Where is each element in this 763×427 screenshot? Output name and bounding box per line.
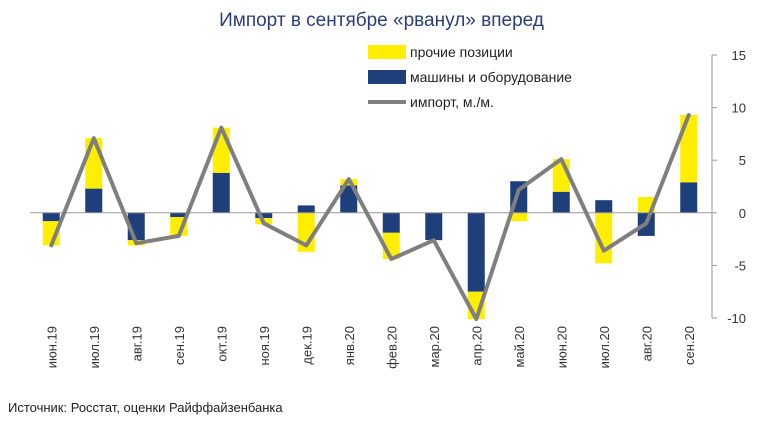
bar-machinery — [467, 212, 485, 292]
line-layer — [49, 113, 691, 322]
y-tick-label: -10 — [727, 311, 746, 326]
bar-machinery — [170, 212, 188, 218]
x-tick-label: янв.20 — [342, 326, 357, 365]
x-tick-label: сен.20 — [682, 326, 697, 365]
bar-machinery — [212, 172, 230, 213]
bar-other — [680, 114, 698, 183]
x-tick-label: фев.20 — [384, 326, 399, 369]
x-tick-label: апр.20 — [469, 326, 484, 366]
bar-machinery — [297, 205, 315, 213]
y-tick-label: -5 — [734, 258, 746, 273]
x-tick-label: мар.20 — [427, 326, 442, 367]
legend-swatch-machinery — [368, 70, 406, 84]
bar-machinery — [85, 188, 103, 213]
y-tick-label: 0 — [739, 206, 746, 221]
bar-other — [85, 138, 103, 189]
bar-other — [510, 212, 528, 222]
chart-title: Импорт в сентябре «рванул» вперед — [219, 10, 544, 31]
bar-machinery — [382, 212, 400, 233]
y-tick-label: 10 — [732, 101, 746, 116]
bar-other — [212, 127, 230, 173]
bar-other — [595, 212, 613, 264]
bar-machinery — [425, 212, 443, 241]
legend-label: машины и оборудование — [410, 69, 572, 85]
legend-swatch-other — [368, 45, 406, 59]
axes-layer: -10 -5 0 5 10 15 июн.19 июл.19 авг.19 сен.19 окт.1… — [30, 48, 746, 369]
bar-machinery — [255, 212, 273, 219]
source-note: Источник: Росстат, оценки Райффайзенбанк… — [8, 400, 283, 415]
bar-machinery — [595, 200, 613, 213]
x-tick-label: окт.19 — [214, 326, 229, 362]
x-tick-label: авг.19 — [129, 326, 144, 361]
x-tick-label: июл.19 — [87, 326, 102, 368]
legend-label: импорт, м./м. — [410, 94, 494, 110]
x-tick-label: май.20 — [512, 326, 527, 368]
bar-machinery — [42, 212, 60, 222]
x-tick-label: ноя.19 — [257, 326, 272, 366]
x-tick-label: июн.20 — [554, 326, 569, 368]
y-tick-label: 15 — [732, 48, 746, 63]
legend: прочие позиции машины и оборудование импор… — [368, 44, 572, 110]
x-tick-label: авг.20 — [639, 326, 654, 361]
bar-machinery — [680, 182, 698, 213]
import-line — [49, 113, 691, 322]
x-tick-label: сен.19 — [172, 326, 187, 365]
x-tick-label: июн.19 — [44, 326, 59, 368]
y-tick-label: 5 — [739, 153, 746, 168]
bar-machinery — [552, 191, 570, 213]
x-tick-label: дек.19 — [299, 326, 314, 365]
legend-label: прочие позиции — [410, 44, 513, 60]
x-tick-label: июл.20 — [597, 326, 612, 368]
bar-machinery — [340, 185, 358, 213]
